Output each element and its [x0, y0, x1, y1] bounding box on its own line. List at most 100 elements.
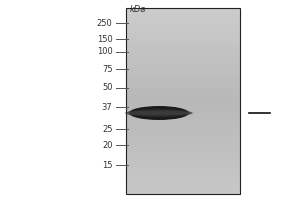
Bar: [126, 111, 240, 112]
Bar: [126, 115, 240, 116]
Bar: [126, 82, 240, 83]
Ellipse shape: [126, 109, 192, 117]
Bar: [126, 64, 240, 65]
Bar: [126, 96, 240, 97]
Bar: [126, 91, 240, 93]
Bar: [126, 83, 240, 84]
Bar: [126, 43, 240, 44]
Bar: [126, 68, 240, 69]
Bar: [126, 184, 240, 186]
Bar: [126, 79, 240, 80]
Bar: [126, 31, 240, 32]
Bar: [126, 137, 240, 138]
Bar: [126, 176, 240, 177]
Bar: [126, 167, 240, 168]
Bar: [126, 70, 240, 71]
Bar: [126, 35, 240, 36]
Bar: [126, 150, 240, 151]
Bar: [126, 170, 240, 171]
Bar: [126, 146, 240, 147]
Bar: [126, 39, 240, 40]
Bar: [126, 163, 240, 164]
Bar: [126, 51, 240, 52]
Bar: [126, 18, 240, 19]
Bar: [126, 56, 240, 57]
Bar: [126, 144, 240, 145]
Bar: [126, 37, 240, 38]
Bar: [126, 132, 240, 133]
Bar: [126, 87, 240, 88]
Bar: [126, 113, 240, 114]
Bar: [126, 174, 240, 175]
Bar: [126, 84, 240, 85]
Bar: [126, 165, 240, 166]
Bar: [126, 66, 240, 67]
Bar: [126, 193, 240, 194]
Bar: [126, 13, 240, 14]
Bar: [126, 89, 240, 90]
Bar: [126, 28, 240, 29]
Bar: [126, 95, 240, 96]
Bar: [126, 114, 240, 115]
Bar: [126, 55, 240, 56]
Bar: [126, 155, 240, 156]
Bar: [126, 41, 240, 42]
Bar: [126, 114, 240, 115]
Bar: [126, 81, 240, 82]
Bar: [126, 12, 240, 13]
Bar: [126, 152, 240, 153]
Bar: [126, 117, 240, 118]
Bar: [126, 138, 240, 139]
Bar: [126, 162, 240, 163]
Bar: [126, 121, 240, 122]
Bar: [126, 173, 240, 174]
Bar: [126, 21, 240, 22]
Bar: [126, 46, 240, 47]
Bar: [126, 62, 240, 63]
Bar: [126, 44, 240, 45]
Bar: [126, 158, 240, 159]
Bar: [126, 82, 240, 83]
Bar: [126, 88, 240, 89]
Bar: [126, 34, 240, 35]
Ellipse shape: [129, 106, 189, 120]
Bar: [126, 64, 240, 65]
Bar: [126, 124, 240, 125]
Bar: [126, 16, 240, 17]
Bar: [126, 171, 240, 172]
Bar: [126, 28, 240, 29]
Bar: [126, 33, 240, 34]
Bar: [126, 145, 240, 146]
Bar: [126, 93, 240, 94]
Bar: [126, 192, 240, 193]
Bar: [126, 57, 240, 58]
Text: 37: 37: [102, 102, 112, 112]
Text: 25: 25: [102, 124, 112, 134]
Bar: [126, 134, 240, 135]
Bar: [126, 145, 240, 146]
Bar: [126, 139, 240, 140]
Bar: [126, 148, 240, 149]
Bar: [126, 120, 240, 121]
Bar: [126, 134, 240, 135]
Bar: [126, 45, 240, 46]
Bar: [126, 180, 240, 181]
Bar: [126, 29, 240, 30]
Bar: [126, 62, 240, 63]
Bar: [126, 20, 240, 21]
Bar: [126, 83, 240, 84]
Bar: [126, 72, 240, 73]
Bar: [126, 104, 240, 105]
Bar: [126, 53, 240, 54]
Bar: [126, 108, 240, 109]
Bar: [126, 151, 240, 152]
Bar: [126, 96, 240, 97]
Bar: [126, 154, 240, 155]
Bar: [126, 188, 240, 189]
Bar: [126, 38, 240, 39]
Bar: [126, 106, 240, 107]
Bar: [126, 166, 240, 167]
Bar: [126, 165, 240, 166]
Bar: [126, 143, 240, 144]
Bar: [126, 50, 240, 51]
